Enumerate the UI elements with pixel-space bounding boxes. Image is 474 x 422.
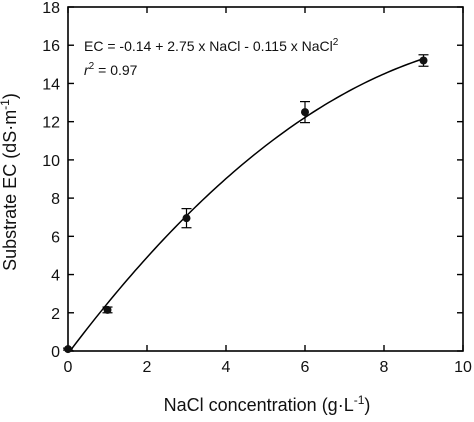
x-axis: 0 2 4 6 8 10 [64, 7, 472, 376]
x-tick-label: 2 [143, 359, 152, 376]
y-tick-label: 18 [42, 0, 60, 17]
fit-curve [67, 57, 424, 352]
data-point [103, 305, 112, 314]
y-tick-label: 6 [51, 229, 60, 246]
y-tick-label: 12 [42, 115, 60, 132]
x-tick-label: 8 [380, 359, 389, 376]
data-point [64, 345, 72, 354]
r-squared-label: r2 = 0.97 [84, 61, 138, 78]
y-tick-label: 16 [42, 38, 60, 55]
fit-equation: EC = -0.14 + 2.75 x NaCl - 0.115 x NaCl2 [84, 37, 339, 54]
x-tick-label: 0 [64, 359, 73, 376]
y-axis-title: Substrate EC (dS·m-1) [0, 93, 20, 271]
plot-frame [67, 6, 464, 352]
x-axis-title: NaCl concentration (g·L-1) [164, 393, 371, 415]
data-point [419, 56, 428, 65]
y-axis: 0 2 4 6 8 10 12 14 16 18 [42, 0, 463, 361]
y-tick-label: 4 [51, 268, 60, 285]
data-point [301, 108, 309, 117]
y-tick-label: 2 [51, 306, 60, 323]
y-tick-label: 10 [42, 153, 60, 170]
data-points-layer [63, 54, 429, 354]
x-tick-label: 10 [454, 359, 472, 376]
data-point [182, 214, 191, 223]
y-tick-label: 0 [51, 344, 60, 361]
plot-area-border [67, 6, 464, 352]
x-tick-label: 4 [222, 359, 231, 376]
y-tick-label: 14 [42, 76, 60, 93]
y-tick-label: 8 [51, 191, 60, 208]
fit-curve-layer [67, 57, 424, 352]
x-tick-label: 6 [301, 359, 310, 376]
